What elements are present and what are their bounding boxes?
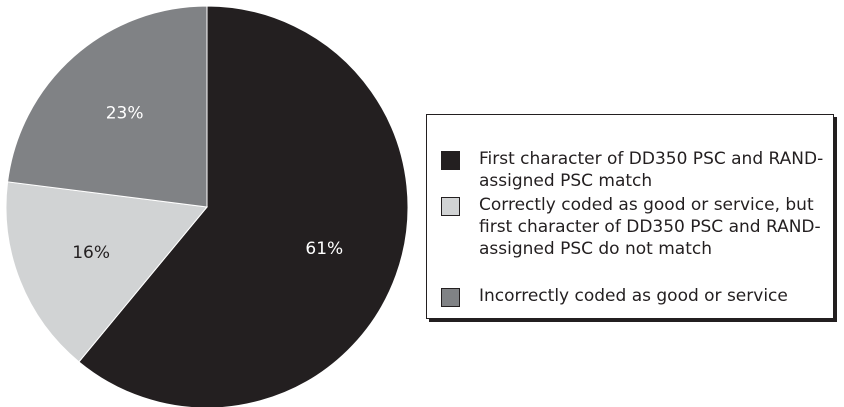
pie-slices: [5, 5, 409, 407]
legend-label-match: First character of DD350 PSC and RAND-as…: [479, 149, 824, 191]
chart-legend: First character of DD350 PSC and RAND-as…: [426, 114, 834, 319]
pie-slice-correct-no-match: [5, 181, 208, 363]
pie-label-incorrect: 23%: [106, 104, 144, 124]
legend-label-incorrect: Incorrectly coded as good or service: [479, 286, 788, 306]
legend-swatch-incorrect: [441, 288, 460, 307]
legend-swatch-match: [441, 151, 460, 170]
pie-slice-match: [78, 5, 409, 407]
pie-slice-incorrect: [7, 5, 208, 208]
pie-label-match: 61%: [305, 239, 343, 259]
pie-slice-labels: 61% 16% 23%: [72, 104, 343, 263]
legend-swatch-correct-no-match: [441, 197, 460, 216]
pie-label-correct-no-match: 16%: [72, 243, 110, 263]
legend-label-correct-no-match: Correctly coded as good or service, but …: [479, 195, 821, 259]
